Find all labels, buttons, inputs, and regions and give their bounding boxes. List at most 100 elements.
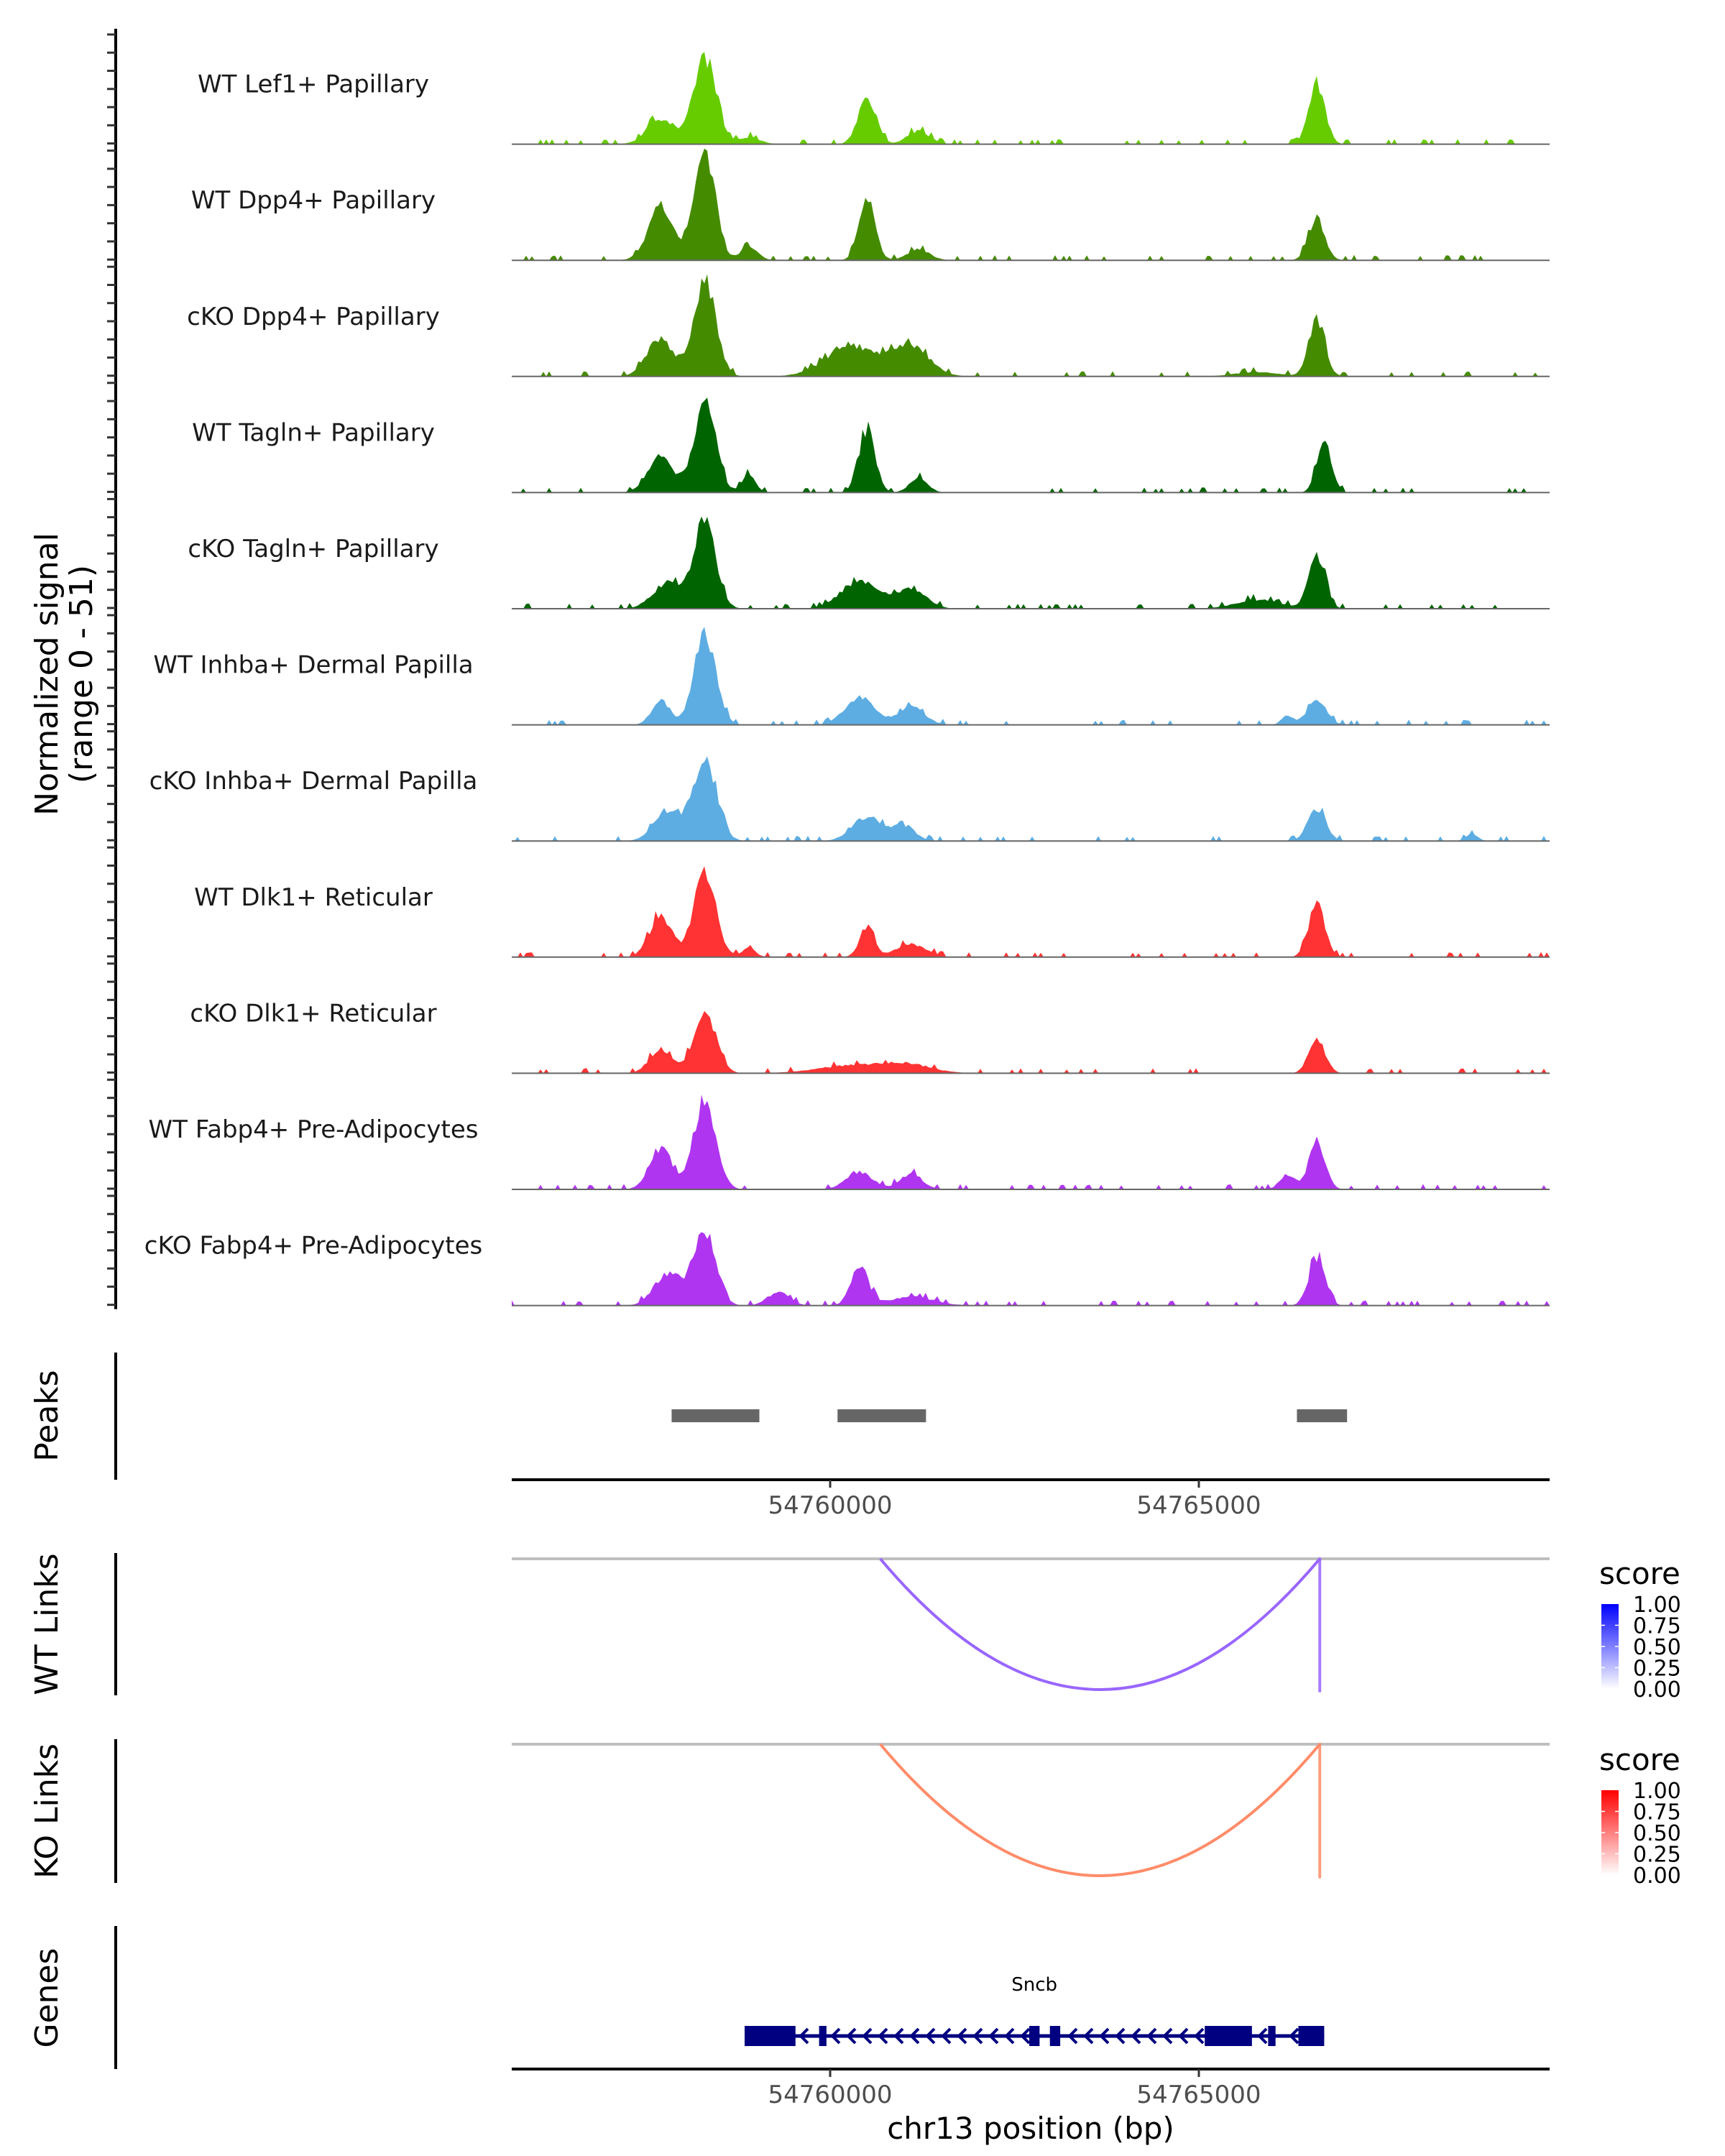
strand-arrow-icon [1131, 2027, 1141, 2045]
coverage-area [512, 866, 1550, 957]
track-label: cKO Dlk1+ Reticular [190, 999, 436, 1028]
gene-exon [1298, 2026, 1325, 2046]
track-label: cKO Inhba+ Dermal Papilla [150, 767, 478, 796]
ko-score-legend: score 1.000.750.500.250.00 [1599, 1742, 1681, 1889]
genes-panel: Genes Sncb 54760000 54765000 chr13 positi… [29, 1926, 1550, 2146]
legend-tick-label: 0.00 [1633, 1677, 1681, 1703]
strand-arrow-icon [1146, 2027, 1157, 2045]
legend-tick-label: 0.25 [1633, 1657, 1681, 1682]
coverage-area [512, 516, 1550, 609]
coverage-y-label-line1: Normalized signal [29, 533, 65, 816]
link-arc [879, 1557, 1321, 1691]
coverage-area [512, 1095, 1550, 1189]
coverage-track: WT Lef1+ Papillary [198, 52, 1550, 145]
genes-label: Genes [29, 1948, 65, 2047]
coverage-area [512, 148, 1550, 261]
ko-legend-title: score [1599, 1742, 1680, 1777]
strand-arrow-icon [799, 2027, 809, 2045]
strand-arrow-icon [1083, 2027, 1094, 2045]
coverage-track: cKO Tagln+ Papillary [188, 516, 1550, 609]
coverage-area [512, 756, 1550, 842]
strand-arrow-icon [1162, 2027, 1173, 2045]
strand-arrow-icon [941, 2027, 952, 2045]
peak-region [671, 1409, 760, 1422]
strand-arrow-icon [1289, 2027, 1300, 2045]
gene-exon [819, 2026, 827, 2046]
coverage-track: WT Dlk1+ Reticular [194, 866, 1550, 958]
peaks-label: Peaks [29, 1370, 65, 1461]
track-label: WT Dlk1+ Reticular [194, 883, 433, 912]
coverage-track: cKO Fabp4+ Pre-Adipocytes [144, 1232, 1550, 1307]
coverage-area [512, 52, 1550, 144]
track-label: WT Lef1+ Papillary [198, 70, 429, 99]
track-label: cKO Tagln+ Papillary [188, 535, 438, 563]
wt-legend-title: score [1599, 1556, 1680, 1591]
strand-arrow-icon [862, 2027, 873, 2045]
peak-region [1297, 1409, 1348, 1422]
gene-exon [744, 2026, 796, 2046]
strand-arrow-icon [878, 2027, 888, 2045]
legend-tick-label: 1.00 [1633, 1779, 1681, 1804]
coverage-track: cKO Dpp4+ Papillary [187, 274, 1550, 377]
track-label: cKO Fabp4+ Pre-Adipocytes [144, 1232, 483, 1261]
gene-exon [1205, 2026, 1252, 2046]
wt-links-panel: WT Links [29, 1553, 1550, 1695]
gene-name-label: Sncb [1011, 1974, 1057, 1996]
wt-links-label: WT Links [29, 1553, 65, 1695]
strand-arrow-icon [1099, 2027, 1110, 2045]
wt-score-legend: score 1.000.750.500.250.00 [1599, 1556, 1681, 1703]
track-label: cKO Dpp4+ Papillary [187, 303, 440, 331]
coverage-area [512, 1010, 1550, 1074]
track-label: WT Inhba+ Dermal Papilla [153, 651, 473, 680]
x-tick-label: 54760000 [768, 1491, 892, 1520]
strand-arrow-icon [830, 2027, 841, 2045]
coverage-track: WT Inhba+ Dermal Papilla [153, 627, 1550, 726]
gene-exon [1268, 2026, 1276, 2046]
strand-arrow-icon [1115, 2027, 1126, 2045]
legend-tick-label: 0.75 [1633, 1614, 1681, 1639]
gene-exon [1049, 2026, 1061, 2046]
ko-links-label: KO Links [29, 1743, 65, 1879]
track-label: WT Tagln+ Papillary [192, 418, 435, 447]
strand-arrow-icon [846, 2027, 857, 2045]
coverage-tracks: WT Lef1+ Papillary WT Dpp4+ Papillary cKO … [144, 52, 1550, 1307]
strand-arrow-icon [925, 2027, 936, 2045]
legend-tick-label: 0.00 [1633, 1864, 1681, 1889]
coverage-track: cKO Dlk1+ Reticular [190, 999, 1550, 1074]
coverage-track: WT Dpp4+ Papillary [191, 148, 1550, 262]
x-tick-label: 54765000 [1136, 2081, 1261, 2109]
coverage-area [512, 397, 1550, 493]
legend-tick-label: 1.00 [1633, 1593, 1681, 1618]
strand-arrow-icon [988, 2027, 999, 2045]
ko-links-panel: KO Links [29, 1739, 1550, 1883]
coverage-track: cKO Inhba+ Dermal Papilla [150, 756, 1550, 842]
strand-arrow-icon [1194, 2027, 1205, 2045]
peaks-panel: Peaks 54760000 54765000 [29, 1353, 1550, 1520]
x-tick-label: 54760000 [768, 2081, 892, 2109]
strand-arrow-icon [957, 2027, 967, 2045]
coverage-y-axis [107, 29, 117, 1309]
coverage-area [512, 627, 1550, 725]
strand-arrow-icon [1067, 2027, 1078, 2045]
x-tick-label: 54765000 [1136, 1491, 1261, 1520]
legend-tick-label: 0.75 [1633, 1800, 1681, 1825]
strand-arrow-icon [1004, 2027, 1015, 2045]
strand-arrow-icon [893, 2027, 904, 2045]
legend-tick-label: 0.50 [1633, 1635, 1681, 1660]
x-axis-title: chr13 position (bp) [887, 2111, 1174, 2146]
track-label: WT Dpp4+ Papillary [191, 186, 436, 215]
strand-arrow-icon [1257, 2027, 1268, 2045]
peak-region [837, 1409, 926, 1422]
strand-arrow-icon [1178, 2027, 1189, 2045]
coverage-y-label-line2: (range 0 - 51) [63, 565, 100, 783]
gene-exon [1029, 2026, 1040, 2046]
link-arc [879, 1743, 1321, 1877]
gene-model: Sncb [744, 1974, 1325, 2046]
track-label: WT Fabp4+ Pre-Adipocytes [149, 1115, 479, 1144]
legend-tick-label: 0.50 [1633, 1821, 1681, 1846]
coverage-track: WT Fabp4+ Pre-Adipocytes [149, 1095, 1550, 1190]
coverage-area [512, 274, 1550, 377]
coverage-track: WT Tagln+ Papillary [192, 397, 1550, 494]
strand-arrow-icon [909, 2027, 920, 2045]
